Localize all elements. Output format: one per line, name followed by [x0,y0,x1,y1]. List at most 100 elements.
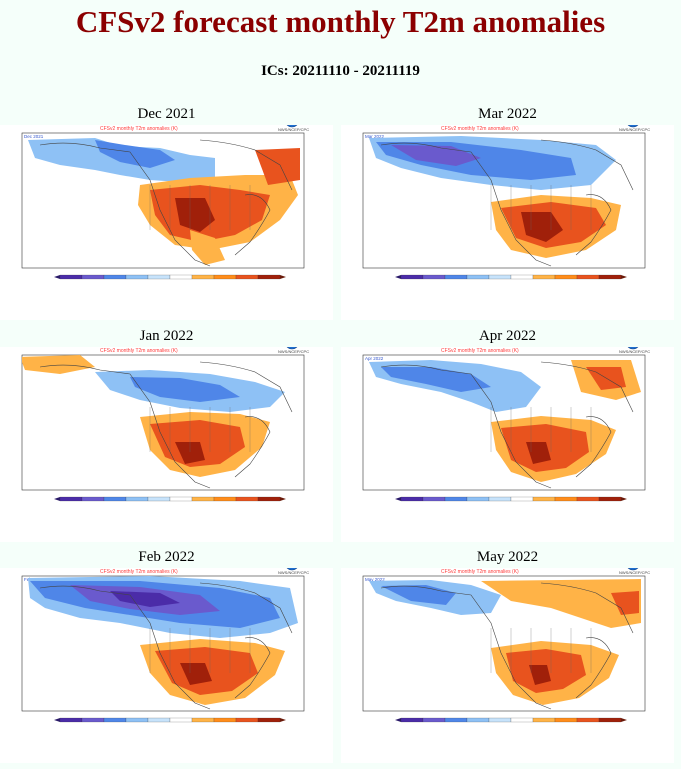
colorbar-swatch [466,496,490,502]
colorbar-swatch [125,274,149,280]
anomaly-map-svg: CFSv2 monthly T2m anomalies (K) NWS/NCEP/… [362,568,650,723]
colorbar-swatch [103,274,127,280]
colorbar-swatch [532,274,556,280]
anomaly-region-dark-red [521,212,563,242]
colorbar-swatch [488,717,512,723]
colorbar-swatch [257,496,281,502]
colorbar-swatch [422,274,446,280]
coastline [39,361,293,489]
colorbar-swatch [422,717,446,723]
colorbar-swatch [147,274,171,280]
noaa-logo-icon [286,568,298,571]
colorbar-swatch [598,496,622,502]
logo-text: NWS/NCEP/CPC [619,127,650,132]
colorbar-swatch [235,717,259,723]
anomaly-region-red-orange [611,591,639,615]
noaa-logo-icon [286,125,298,128]
map-inner-title: CFSv2 monthly T2m anomalies (K) [441,569,519,575]
colorbar-swatch [191,496,215,502]
coastline [380,582,634,710]
colorbar-swatch [510,496,534,502]
colorbar-swatch [147,717,171,723]
colorbar-swatch [191,717,215,723]
logo-text: NWS/NCEP/CPC [278,349,309,354]
anomaly-map: CFSv2 monthly T2m anomalies (K) NWS/NCEP/… [0,347,333,542]
colorbar-swatch [598,717,622,723]
map-inner-title: CFSv2 monthly T2m anomalies (K) [100,126,178,132]
logo-text: NWS/NCEP/CPC [619,570,650,575]
colorbar-swatch [466,274,490,280]
coastline [380,139,634,267]
anomaly-region-dark-red [175,442,205,464]
anomaly-region-blue [95,140,175,168]
colorbar-swatch [213,496,237,502]
noaa-logo-icon [286,347,298,350]
anomaly-region-dark-red [175,198,215,232]
colorbar-swatch [169,717,193,723]
colorbar-swatch [235,496,259,502]
colorbar-swatch [466,717,490,723]
colorbar-swatch [400,717,424,723]
forecast-panel: Feb 2022 CFSv2 monthly T2m anomalies (K) N… [0,549,333,769]
colorbar-swatch [257,717,281,723]
colorbar-swatch [213,717,237,723]
colorbar-swatch [444,717,468,723]
colorbar [54,496,286,502]
colorbar-swatch [59,496,83,502]
anomaly-map: CFSv2 monthly T2m anomalies (K) NWS/NCEP/… [341,125,674,320]
logo-text: NWS/NCEP/CPC [278,570,309,575]
anomaly-region-yellow-orange [22,355,95,374]
colorbar-swatch [59,717,83,723]
colorbar-swatch [81,496,105,502]
page-title: CFSv2 forecast monthly T2m anomalies [75,4,606,39]
noaa-logo-icon [627,347,639,350]
anomaly-map-svg: CFSv2 monthly T2m anomalies (K) NWS/NCEP/… [362,125,650,280]
panel-month-label: Mar 2022 [478,106,537,122]
colorbar [395,496,627,502]
colorbar-swatch [125,496,149,502]
colorbar-swatch [81,274,105,280]
colorbar-swatch [554,717,578,723]
colorbar-swatch [576,717,600,723]
logo-text: NWS/NCEP/CPC [619,349,650,354]
panel-month-label: Dec 2021 [137,106,196,122]
colorbar-swatch [510,274,534,280]
anomaly-region-yellow-orange [481,579,641,628]
panel-month-label: Feb 2022 [138,549,195,565]
map-month-code: Dec 2021 [24,134,44,139]
page-subtitle: ICs: 20211110 - 20211119 [261,63,420,79]
anomaly-map-svg: CFSv2 monthly T2m anomalies (K) NWS/NCEP/… [21,125,309,280]
map-month-code: May 2022 [365,577,385,582]
coastline [39,139,293,267]
colorbar-swatch [532,717,556,723]
colorbar-swatch [576,274,600,280]
colorbar-swatch [598,274,622,280]
noaa-logo-icon [627,568,639,571]
colorbar-swatch [576,496,600,502]
colorbar-swatch [191,274,215,280]
colorbar [54,274,286,280]
panel-month-label: Apr 2022 [478,328,537,344]
colorbar-swatch [103,496,127,502]
map-inner-title: CFSv2 monthly T2m anomalies (K) [441,348,519,354]
logo-text: NWS/NCEP/CPC [278,127,309,132]
anomaly-region-yellow-orange [190,230,225,265]
anomaly-map: CFSv2 monthly T2m anomalies (K) NWS/NCEP/… [0,568,333,763]
colorbar-swatch [235,274,259,280]
anomaly-region-dark-red [526,442,551,464]
anomaly-map: CFSv2 monthly T2m anomalies (K) NWS/NCEP/… [0,125,333,320]
colorbar-swatch [81,717,105,723]
map-inner-title: CFSv2 monthly T2m anomalies (K) [100,569,178,575]
colorbar-swatch [213,274,237,280]
anomaly-region-red-orange [255,148,300,185]
colorbar-swatch [257,274,281,280]
map-inner-title: CFSv2 monthly T2m anomalies (K) [441,126,519,132]
panel-month-label: Jan 2022 [139,328,194,344]
anomaly-map-svg: CFSv2 monthly T2m anomalies (K) NWS/NCEP/… [21,347,309,502]
colorbar-swatch [554,274,578,280]
colorbar-swatch [532,496,556,502]
colorbar-swatch [103,717,127,723]
coastline [39,582,293,710]
colorbar-swatch [147,496,171,502]
anomaly-map-svg: CFSv2 monthly T2m anomalies (K) NWS/NCEP/… [362,347,650,502]
